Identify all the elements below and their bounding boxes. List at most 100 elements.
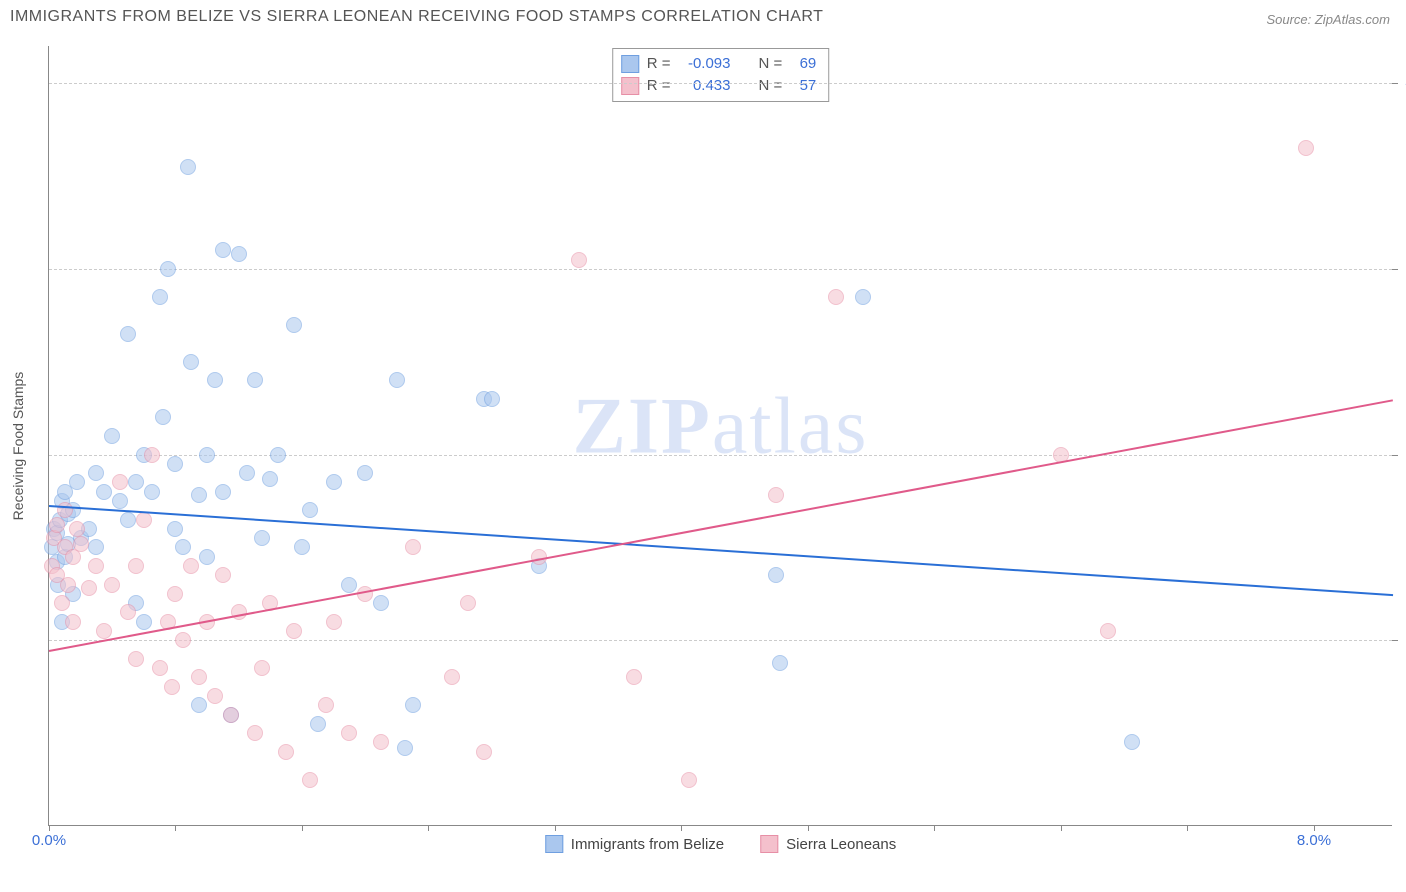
legend-n-value: 57 [790,75,816,97]
scatter-point [88,465,104,481]
scatter-point [444,669,460,685]
scatter-point [373,595,389,611]
scatter-point [120,604,136,620]
y-tick-mark [1392,83,1398,84]
scatter-point [120,326,136,342]
scatter-point [104,577,120,593]
scatter-point [286,623,302,639]
scatter-point [128,474,144,490]
scatter-point [112,493,128,509]
legend-series: Immigrants from BelizeSierra Leoneans [545,835,896,853]
scatter-point [828,289,844,305]
scatter-point [175,632,191,648]
scatter-point [326,614,342,630]
scatter-point [69,521,85,537]
scatter-point [239,465,255,481]
scatter-point [199,549,215,565]
gridline [49,83,1392,84]
scatter-point [318,697,334,713]
scatter-point [571,252,587,268]
legend-r-value: -0.093 [679,53,731,75]
scatter-point [262,471,278,487]
scatter-point [357,465,373,481]
x-tick-mark [808,825,809,831]
legend-correlation: R =-0.093N =69R =0.433N =57 [612,48,830,102]
scatter-point [302,772,318,788]
scatter-point [81,580,97,596]
scatter-point [476,744,492,760]
scatter-point [278,744,294,760]
scatter-point [183,354,199,370]
x-tick-mark [302,825,303,831]
scatter-point [155,409,171,425]
source-name: ZipAtlas.com [1315,12,1390,27]
x-tick-mark [49,825,50,831]
scatter-point [128,651,144,667]
scatter-point [405,697,421,713]
scatter-point [152,660,168,676]
x-tick-label: 0.0% [32,832,66,849]
scatter-point [215,484,231,500]
scatter-point [626,669,642,685]
y-tick-mark [1392,455,1398,456]
scatter-point [302,502,318,518]
scatter-point [160,261,176,277]
scatter-point [247,725,263,741]
scatter-point [397,740,413,756]
legend-n-label: N = [759,75,783,97]
scatter-point [254,660,270,676]
trend-line [49,505,1393,596]
source-prefix: Source: [1266,12,1314,27]
scatter-point [310,716,326,732]
legend-r-label: R = [647,75,671,97]
scatter-point [286,317,302,333]
scatter-point [167,521,183,537]
scatter-point [183,558,199,574]
scatter-point [191,697,207,713]
legend-series-item: Sierra Leoneans [760,835,896,853]
y-axis-title: Receiving Food Stamps [10,372,26,521]
scatter-point [88,539,104,555]
scatter-point [180,159,196,175]
legend-swatch [621,77,639,95]
x-tick-mark [1061,825,1062,831]
scatter-point [223,707,239,723]
legend-r-label: R = [647,53,671,75]
y-tick-label: 40.0% [1398,75,1406,92]
scatter-point [215,567,231,583]
x-tick-mark [555,825,556,831]
chart-title: IMMIGRANTS FROM BELIZE VS SIERRA LEONEAN… [10,8,823,25]
scatter-point [341,577,357,593]
scatter-point [326,474,342,490]
scatter-point [215,242,231,258]
scatter-point [405,539,421,555]
scatter-point [136,512,152,528]
scatter-point [294,539,310,555]
scatter-point [681,772,697,788]
scatter-point [65,614,81,630]
scatter-point [88,558,104,574]
scatter-point [136,614,152,630]
y-tick-mark [1392,640,1398,641]
scatter-point [341,725,357,741]
scatter-point [460,595,476,611]
plot-area: ZIPatlas R =-0.093N =69R =0.433N =57 Imm… [48,46,1392,826]
scatter-point [1298,140,1314,156]
scatter-point [96,623,112,639]
scatter-point [199,447,215,463]
scatter-point [484,391,500,407]
scatter-point [373,734,389,750]
scatter-point [855,289,871,305]
x-tick-mark [1187,825,1188,831]
scatter-point [768,567,784,583]
scatter-point [120,512,136,528]
scatter-point [247,372,263,388]
watermark-bold: ZIP [573,382,712,470]
scatter-point [254,530,270,546]
scatter-point [1100,623,1116,639]
x-tick-mark [681,825,682,831]
x-tick-mark [175,825,176,831]
y-tick-mark [1392,269,1398,270]
scatter-point [144,447,160,463]
gridline [49,269,1392,270]
